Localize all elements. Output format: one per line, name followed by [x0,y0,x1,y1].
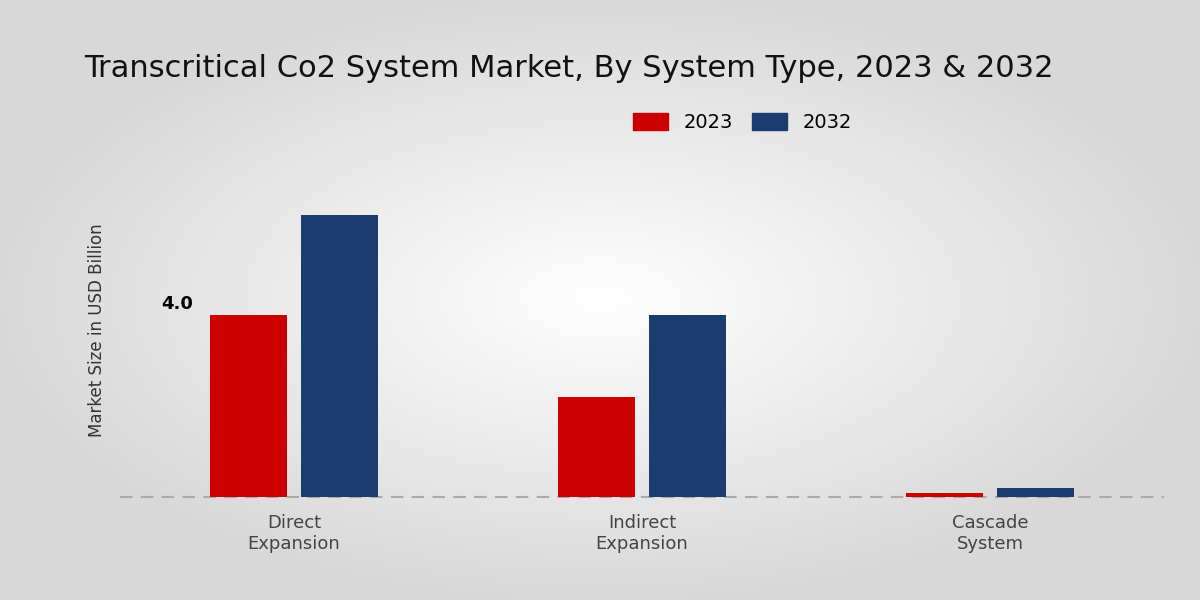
Bar [210,315,287,497]
Bar [301,215,378,497]
Y-axis label: Market Size in USD Billion: Market Size in USD Billion [88,223,106,437]
Bar [558,397,635,497]
Bar [649,315,726,497]
Text: Transcritical Co2 System Market, By System Type, 2023 & 2032: Transcritical Co2 System Market, By Syst… [84,54,1054,83]
Bar [906,493,983,497]
Legend: 2023, 2032: 2023, 2032 [623,103,862,142]
Text: 4.0: 4.0 [161,295,193,313]
Bar [997,488,1074,497]
